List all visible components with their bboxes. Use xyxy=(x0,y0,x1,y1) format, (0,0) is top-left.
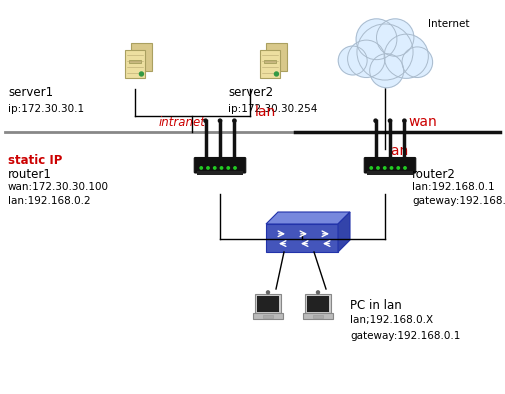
Text: lan:192.168.0.2: lan:192.168.0.2 xyxy=(8,196,90,206)
Text: lan: lan xyxy=(388,144,409,158)
FancyBboxPatch shape xyxy=(302,313,333,319)
Text: router2: router2 xyxy=(412,168,456,181)
FancyBboxPatch shape xyxy=(367,171,413,175)
Polygon shape xyxy=(266,224,338,252)
FancyBboxPatch shape xyxy=(314,315,323,318)
Circle shape xyxy=(357,24,413,80)
Circle shape xyxy=(207,167,209,169)
Text: PC in lan: PC in lan xyxy=(350,299,402,312)
Polygon shape xyxy=(266,212,350,224)
Text: lan;192.168.0.X: lan;192.168.0.X xyxy=(350,315,433,325)
Circle shape xyxy=(234,167,236,169)
FancyBboxPatch shape xyxy=(197,171,243,175)
Circle shape xyxy=(402,47,433,78)
Circle shape xyxy=(274,72,278,76)
FancyBboxPatch shape xyxy=(307,296,329,312)
FancyBboxPatch shape xyxy=(364,158,416,173)
Circle shape xyxy=(370,54,403,88)
FancyBboxPatch shape xyxy=(125,50,145,78)
Text: intranet: intranet xyxy=(159,116,206,129)
Circle shape xyxy=(356,19,397,59)
FancyBboxPatch shape xyxy=(264,60,276,63)
FancyBboxPatch shape xyxy=(129,60,141,63)
Text: lan:192.168.0.1: lan:192.168.0.1 xyxy=(412,182,494,192)
Circle shape xyxy=(204,119,207,122)
FancyBboxPatch shape xyxy=(257,296,279,312)
Circle shape xyxy=(267,291,270,294)
Circle shape xyxy=(377,167,379,169)
Circle shape xyxy=(377,19,414,56)
Text: wan: wan xyxy=(408,115,437,129)
Circle shape xyxy=(374,119,377,122)
Text: ip:172.30.30.254: ip:172.30.30.254 xyxy=(228,104,317,114)
Text: server1: server1 xyxy=(8,86,53,99)
Circle shape xyxy=(403,119,406,122)
Text: router1: router1 xyxy=(8,168,52,181)
Circle shape xyxy=(384,34,428,78)
FancyBboxPatch shape xyxy=(255,294,281,313)
Circle shape xyxy=(139,72,143,76)
Circle shape xyxy=(233,119,236,122)
Text: static IP: static IP xyxy=(8,154,63,167)
Circle shape xyxy=(218,119,222,122)
FancyBboxPatch shape xyxy=(260,50,280,78)
Text: server2: server2 xyxy=(228,86,273,99)
Circle shape xyxy=(384,167,386,169)
Circle shape xyxy=(390,167,393,169)
FancyBboxPatch shape xyxy=(267,43,287,71)
FancyBboxPatch shape xyxy=(131,43,153,71)
Text: ip:172.30.30.1: ip:172.30.30.1 xyxy=(8,104,84,114)
Text: wan:172.30.30.100: wan:172.30.30.100 xyxy=(8,182,109,192)
Circle shape xyxy=(347,40,385,78)
Text: gateway:192.168.0.1: gateway:192.168.0.1 xyxy=(350,331,461,341)
Circle shape xyxy=(317,291,320,294)
Circle shape xyxy=(370,167,373,169)
FancyBboxPatch shape xyxy=(264,315,273,318)
Circle shape xyxy=(404,167,406,169)
FancyBboxPatch shape xyxy=(305,294,331,313)
Circle shape xyxy=(397,167,399,169)
Circle shape xyxy=(338,46,367,75)
Text: gateway:192.168.0.1: gateway:192.168.0.1 xyxy=(412,196,505,206)
FancyBboxPatch shape xyxy=(252,313,283,319)
Text: lan: lan xyxy=(255,105,276,119)
Circle shape xyxy=(200,167,203,169)
Circle shape xyxy=(220,167,223,169)
Circle shape xyxy=(388,119,391,122)
Polygon shape xyxy=(338,212,350,252)
FancyBboxPatch shape xyxy=(194,158,246,173)
Text: Internet: Internet xyxy=(428,19,470,29)
Circle shape xyxy=(227,167,229,169)
Circle shape xyxy=(214,167,216,169)
